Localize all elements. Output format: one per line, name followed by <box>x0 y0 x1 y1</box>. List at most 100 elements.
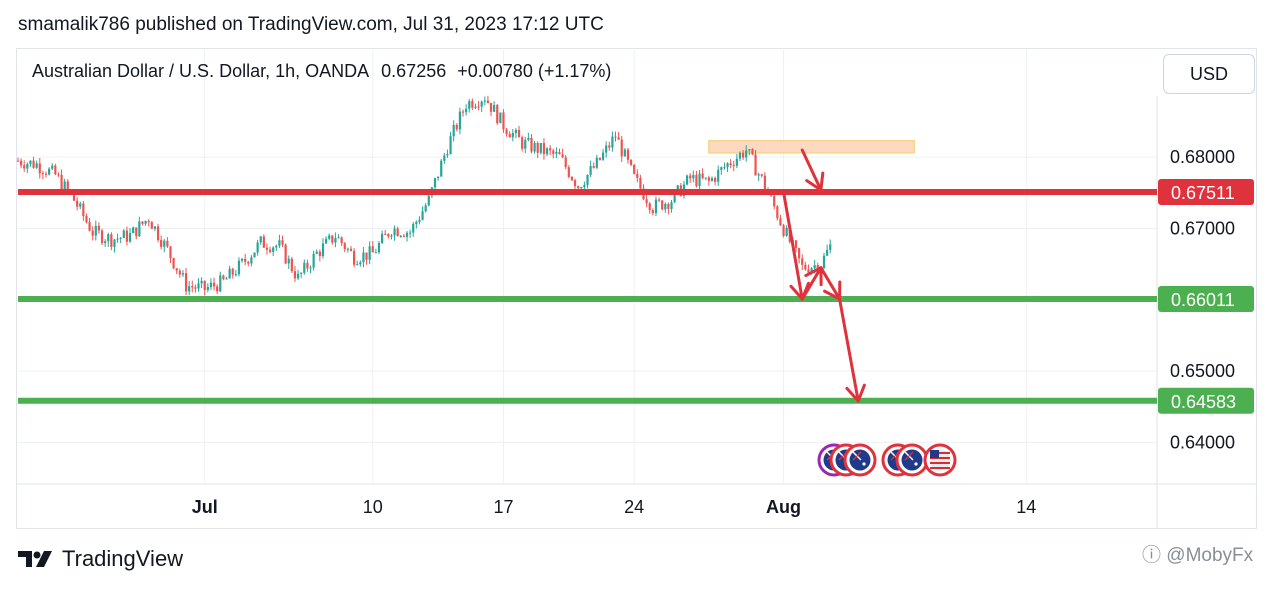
candle-body <box>135 227 138 237</box>
candle-body <box>275 245 278 248</box>
candle-body <box>349 248 353 251</box>
candle-body <box>35 163 38 168</box>
candle-body <box>760 174 763 176</box>
candle-body <box>76 200 79 207</box>
candle-body <box>250 257 253 264</box>
candle-body <box>704 177 707 179</box>
candle-body <box>175 268 178 271</box>
candle-body <box>424 205 427 212</box>
candle-body <box>184 273 188 292</box>
candle-body <box>393 228 396 236</box>
candle-body <box>163 240 166 247</box>
candle-body <box>343 243 346 250</box>
candle-body <box>262 236 265 248</box>
candle-body <box>779 218 782 226</box>
candle-body <box>542 142 546 155</box>
candle-body <box>558 152 561 155</box>
candle-body <box>713 178 717 182</box>
candle-body <box>745 150 748 158</box>
candle-body <box>757 174 760 176</box>
projection-arrow-2 <box>800 266 823 301</box>
candle-body <box>707 177 710 181</box>
candle-body <box>440 160 443 177</box>
candle-body <box>661 200 664 210</box>
candle-body <box>480 101 483 107</box>
candle-body <box>617 137 620 140</box>
candle-body <box>539 142 542 153</box>
candle-body <box>489 102 493 112</box>
candle-body <box>415 221 418 224</box>
tradingview-logo[interactable]: TradingView <box>18 546 183 572</box>
candle-body <box>300 272 303 274</box>
candle-body <box>654 199 658 214</box>
candle-body <box>194 287 197 289</box>
candle-body <box>57 174 60 176</box>
chart-frame <box>16 48 1257 529</box>
candle-body <box>570 176 574 181</box>
candle-body <box>645 199 648 204</box>
candle-body <box>561 154 564 158</box>
candle-body <box>545 148 549 155</box>
candle-body <box>586 174 589 185</box>
candle-body <box>695 175 698 187</box>
candle-body <box>371 246 374 253</box>
candle-body <box>20 160 23 166</box>
candle-body <box>496 105 499 124</box>
candle-body <box>306 262 309 269</box>
candle-body <box>412 223 415 233</box>
candle-body <box>698 173 701 187</box>
candle-body <box>156 226 160 240</box>
candle-body <box>166 240 169 247</box>
candle-body <box>16 160 20 162</box>
candle-body <box>352 250 356 265</box>
flag-stripe <box>930 457 950 459</box>
candle-body <box>110 234 113 247</box>
price-tick-label: 0.67000 <box>1170 218 1235 238</box>
price-tick-label: 0.68000 <box>1170 147 1235 167</box>
candle-body <box>100 230 104 244</box>
candle-body <box>701 173 704 179</box>
candle-body <box>418 219 421 222</box>
candle-body <box>536 142 539 153</box>
candle-body <box>153 226 157 229</box>
candle-body <box>573 180 577 187</box>
candle-body <box>458 111 462 130</box>
candle-body <box>427 195 430 206</box>
candle-body <box>592 166 595 168</box>
last-price: 0.67256 <box>381 61 447 81</box>
candle-body <box>387 233 390 237</box>
candle-body <box>356 264 359 266</box>
candle-body <box>804 264 807 270</box>
candle-body <box>589 166 592 175</box>
candle-body <box>128 233 132 242</box>
candle-body <box>244 258 247 262</box>
candle-body <box>324 238 328 244</box>
candle-body <box>278 240 281 246</box>
candle-body <box>234 274 237 276</box>
candle-body <box>337 237 340 239</box>
candle-body <box>150 221 153 229</box>
candle-body <box>225 278 228 280</box>
candle-body <box>209 282 213 288</box>
projection-arrow-4 <box>838 297 860 403</box>
candle-body <box>517 129 521 138</box>
candle-body <box>664 203 667 210</box>
candle-body <box>284 244 287 264</box>
candle-body <box>782 225 785 236</box>
candle-body <box>377 243 381 253</box>
candle-body <box>172 257 175 269</box>
candle-body <box>309 267 312 269</box>
candle-body <box>443 155 446 161</box>
candle-body <box>240 258 244 261</box>
candle-body <box>729 163 732 166</box>
candle-body <box>486 100 490 103</box>
candle-body <box>810 268 813 273</box>
candle-body <box>200 280 203 284</box>
candle-body <box>212 282 216 287</box>
author-watermark: ⓘ @MobyFx <box>1142 545 1254 566</box>
currency-button[interactable]: USD <box>1163 54 1255 94</box>
projection-arrow-hook <box>800 148 823 192</box>
candle-body <box>368 246 371 260</box>
candle-body <box>396 228 399 237</box>
